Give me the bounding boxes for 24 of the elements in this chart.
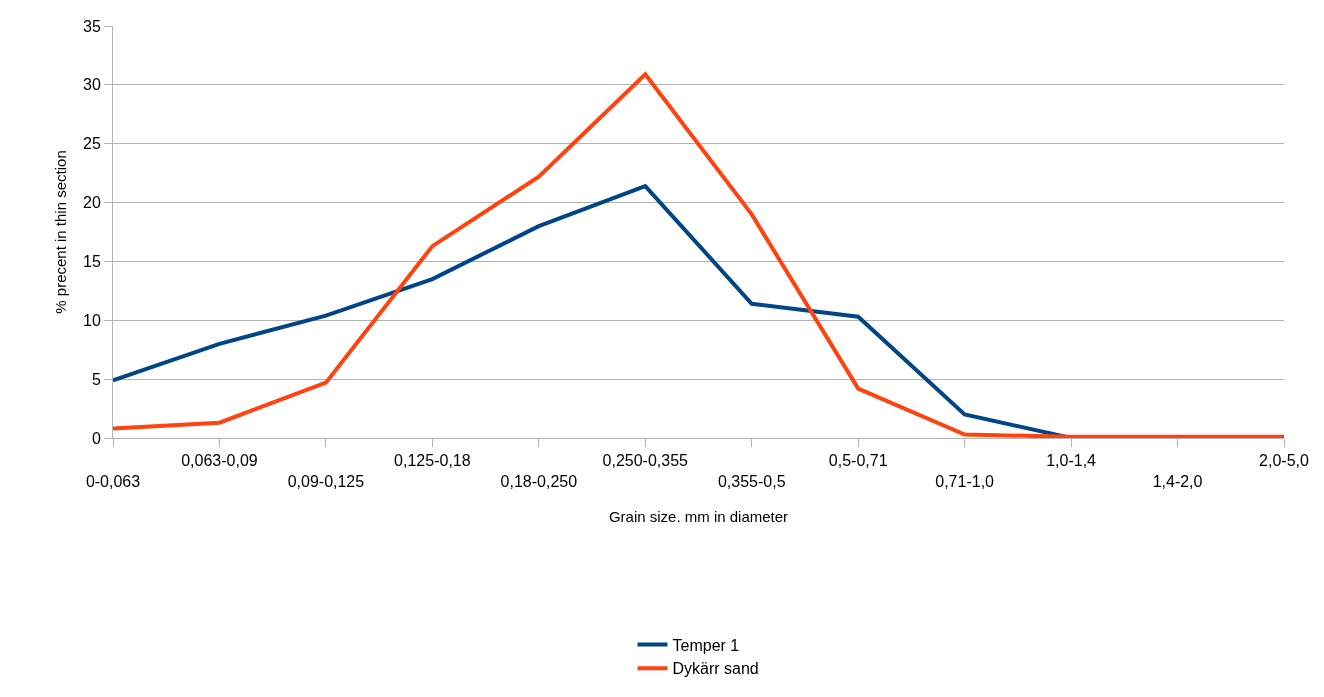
y-tick-label: 0 bbox=[91, 429, 101, 447]
y-tick-label: 35 bbox=[83, 17, 101, 35]
x-tick-label: 0,063-0,09 bbox=[181, 452, 258, 470]
y-tick-label: 5 bbox=[91, 370, 101, 388]
y-tick-label: 10 bbox=[83, 311, 101, 329]
x-tick-label: 0,250-0,355 bbox=[602, 452, 689, 470]
x-tick-label: 0,71-1,0 bbox=[935, 473, 995, 490]
y-tick-label: 25 bbox=[83, 135, 101, 153]
x-tick-label: 2,0-5,0 bbox=[1259, 452, 1310, 470]
x-tick-label: 0-0,063 bbox=[85, 473, 141, 490]
legend-label: Dykärr sand bbox=[672, 660, 759, 678]
y-axis-title: % precent in thin section bbox=[52, 150, 70, 314]
y-tick-label: 15 bbox=[83, 253, 101, 271]
x-axis-title: Grain size. mm in diameter bbox=[608, 508, 789, 525]
legend-label: Temper 1 bbox=[672, 636, 740, 654]
x-tick-label: 0,5-0,71 bbox=[828, 452, 888, 470]
y-tick-label: 30 bbox=[83, 76, 101, 94]
x-tick-label: 1,4-2,0 bbox=[1152, 473, 1203, 490]
x-tick-label: 0,18-0,250 bbox=[500, 473, 578, 490]
x-tick-label: 0,355-0,5 bbox=[717, 473, 786, 490]
y-tick-label: 20 bbox=[83, 194, 101, 212]
x-tick-label: 1,0-1,4 bbox=[1046, 452, 1097, 470]
x-tick-label: 0,09-0,125 bbox=[287, 473, 365, 490]
x-tick-label: 0,125-0,18 bbox=[394, 452, 471, 470]
